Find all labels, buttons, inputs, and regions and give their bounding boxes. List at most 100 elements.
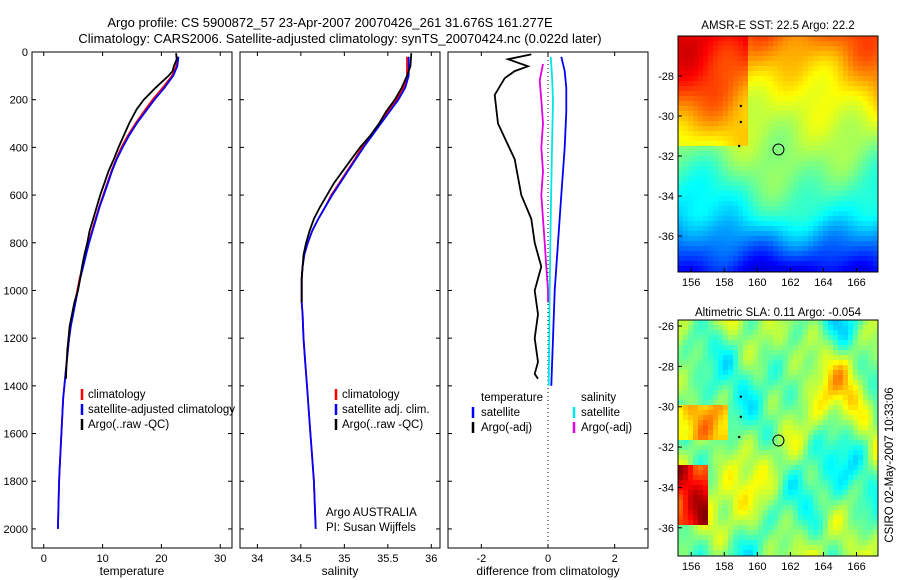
heatmap-cell <box>798 350 803 355</box>
heatmap-cell <box>808 460 813 465</box>
heatmap-cell <box>843 191 848 196</box>
heatmap-cell <box>778 236 783 241</box>
heatmap-cell <box>733 36 738 41</box>
heatmap-cell <box>868 186 873 191</box>
heatmap-cell <box>843 395 848 400</box>
heatmap-cell <box>863 101 868 106</box>
heatmap-cell <box>828 226 833 231</box>
heatmap-cell <box>743 241 748 246</box>
heatmap-cell <box>853 345 858 350</box>
heatmap-cell <box>818 101 823 106</box>
heatmap-cell <box>828 146 833 151</box>
heatmap-cell <box>693 445 698 450</box>
heatmap-cell <box>858 530 863 535</box>
heatmap-cell <box>798 510 803 515</box>
heatmap-cell <box>698 71 703 76</box>
heatmap-cell <box>768 350 773 355</box>
heatmap-cell <box>718 395 723 400</box>
heatmap-cell <box>828 420 833 425</box>
heatmap-cell <box>688 111 693 116</box>
heatmap-cell <box>683 151 688 156</box>
heatmap-cell <box>873 151 878 156</box>
heatmap-cell <box>793 370 798 375</box>
heatmap-cell <box>698 495 703 500</box>
heatmap-cell <box>678 246 683 251</box>
heatmap-cell <box>743 206 748 211</box>
y-tick-label: -32 <box>658 151 674 163</box>
heatmap-cell <box>853 111 858 116</box>
heatmap-cell <box>788 340 793 345</box>
heatmap-cell <box>843 335 848 340</box>
heatmap-cell <box>693 211 698 216</box>
heatmap-cell <box>848 96 853 101</box>
heatmap-cell <box>718 206 723 211</box>
heatmap-cell <box>783 375 788 380</box>
heatmap-cell <box>693 191 698 196</box>
heatmap-cell <box>728 350 733 355</box>
heatmap-cell <box>863 131 868 136</box>
heatmap-cell <box>698 111 703 116</box>
heatmap-cell <box>688 525 693 530</box>
heatmap-cell <box>858 375 863 380</box>
heatmap-cell <box>728 470 733 475</box>
heatmap-cell <box>768 201 773 206</box>
heatmap-cell <box>863 176 868 181</box>
heatmap-cell <box>858 46 863 51</box>
heatmap-cell <box>743 126 748 131</box>
heatmap-cell <box>718 251 723 256</box>
heatmap-cell <box>728 206 733 211</box>
heatmap-cell <box>718 495 723 500</box>
heatmap-cell <box>758 525 763 530</box>
heatmap-cell <box>698 151 703 156</box>
heatmap-cell <box>823 550 828 555</box>
heatmap-cell <box>828 81 833 86</box>
heatmap-cell <box>723 191 728 196</box>
heatmap-cell <box>763 435 768 440</box>
heatmap-cell <box>678 550 683 555</box>
heatmap-cell <box>803 475 808 480</box>
heatmap-cell <box>768 460 773 465</box>
heatmap-cell <box>743 550 748 555</box>
heatmap-cell <box>763 550 768 555</box>
heatmap-cell <box>838 510 843 515</box>
heatmap-cell <box>733 485 738 490</box>
heatmap-cell <box>718 435 723 440</box>
heatmap-cell <box>793 181 798 186</box>
heatmap-cell <box>808 530 813 535</box>
heatmap-cell <box>788 141 793 146</box>
heatmap-cell <box>778 550 783 555</box>
heatmap-cell <box>778 325 783 330</box>
heatmap-cell <box>823 410 828 415</box>
heatmap-cell <box>708 540 713 545</box>
heatmap-cell <box>823 191 828 196</box>
heatmap-cell <box>858 460 863 465</box>
heatmap-cell <box>763 390 768 395</box>
heatmap-cell <box>863 475 868 480</box>
heatmap-cell <box>748 51 753 56</box>
heatmap-cell <box>783 126 788 131</box>
heatmap-cell <box>818 360 823 365</box>
heatmap-cell <box>833 430 838 435</box>
heatmap-cell <box>678 520 683 525</box>
heatmap-cell <box>758 191 763 196</box>
heatmap-cell <box>723 181 728 186</box>
heatmap-cell <box>803 345 808 350</box>
heatmap-cell <box>858 201 863 206</box>
heatmap-cell <box>813 256 818 261</box>
heatmap-cell <box>738 191 743 196</box>
heatmap-cell <box>833 146 838 151</box>
heatmap-cell <box>838 221 843 226</box>
heatmap-cell <box>763 365 768 370</box>
heatmap-cell <box>723 241 728 246</box>
heatmap-cell <box>828 116 833 121</box>
heatmap-cell <box>828 425 833 430</box>
heatmap-cell <box>853 81 858 86</box>
heatmap-cell <box>793 320 798 325</box>
heatmap-cell <box>763 76 768 81</box>
heatmap-cell <box>823 475 828 480</box>
heatmap-cell <box>873 236 878 241</box>
heatmap-cell <box>758 131 763 136</box>
heatmap-cell <box>808 76 813 81</box>
heatmap-cell <box>708 256 713 261</box>
heatmap-cell <box>778 330 783 335</box>
